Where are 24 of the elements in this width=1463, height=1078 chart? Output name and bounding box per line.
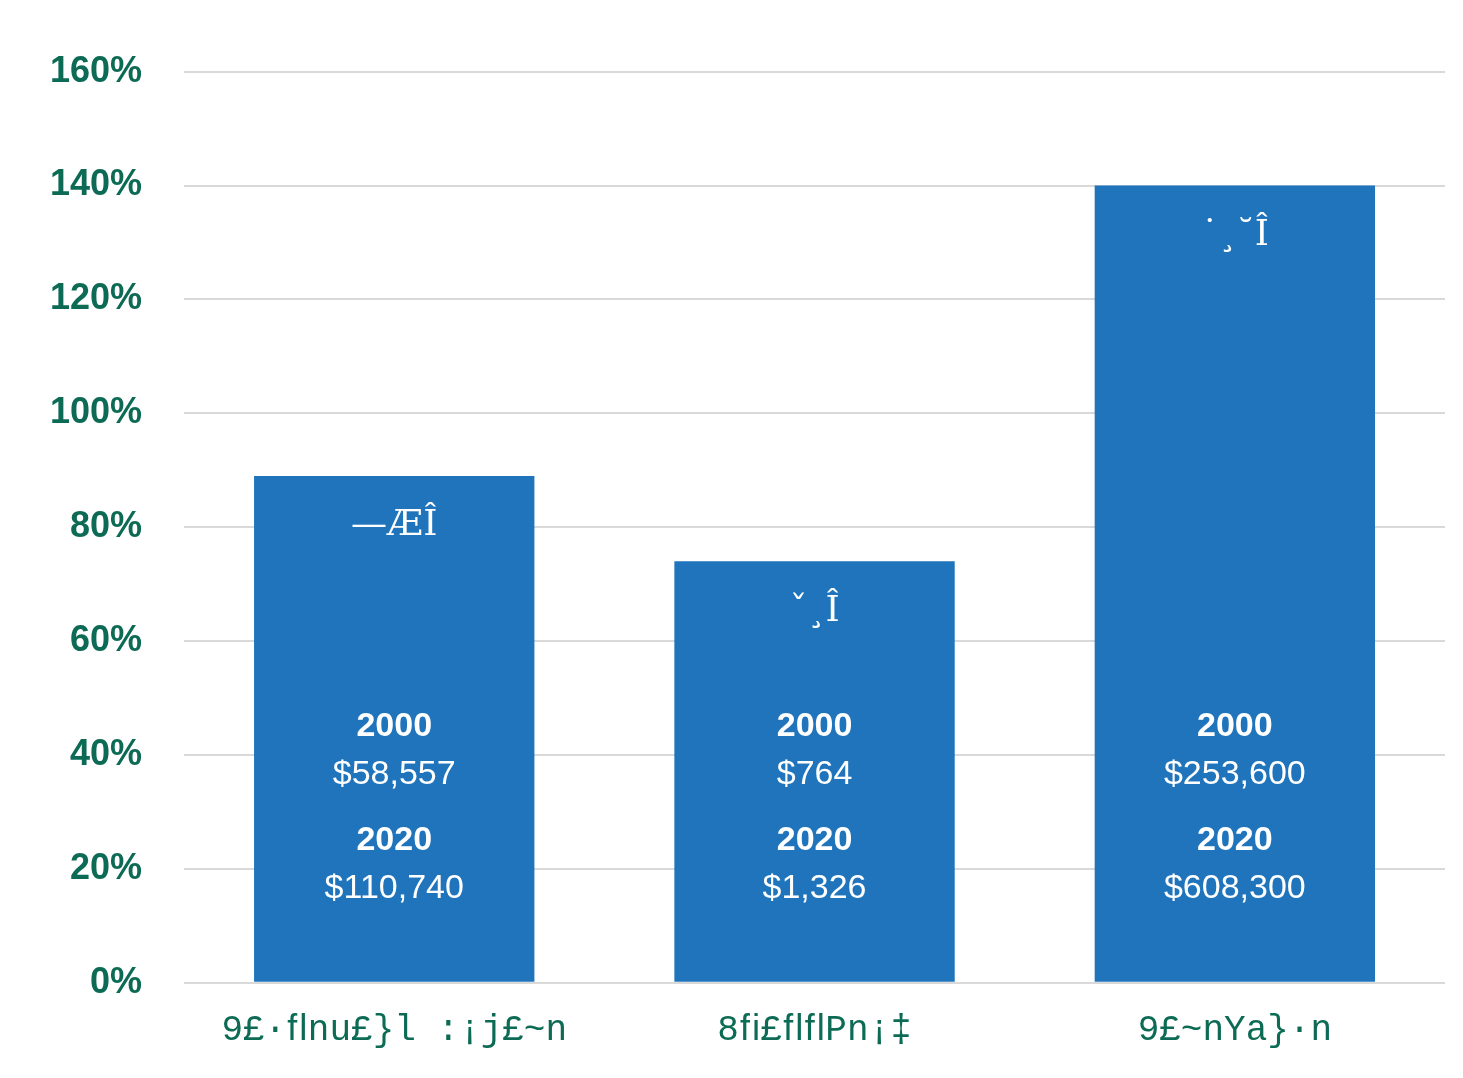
y-tick-label: 100% [50, 390, 143, 432]
annotation: 2000 $764 [776, 704, 853, 791]
data-label: ˙¸˘Î [1200, 211, 1269, 253]
bar [254, 475, 535, 982]
annotation: 2020 $110,740 [324, 818, 464, 905]
x-tick-label: 8ﬁ£ﬂﬂPn¡‡ [717, 1009, 912, 1051]
y-tick-label: 20% [70, 845, 143, 887]
data-label: —ÆÎ [351, 502, 438, 544]
data-label: ˇ¸Î [789, 587, 840, 629]
y-tick-label: 160% [50, 48, 143, 90]
annotation: 2000 $253,600 [1163, 704, 1306, 791]
annotation: 2020 $608,300 [1163, 818, 1306, 905]
y-tick-label: 40% [70, 731, 143, 773]
annotation: 2000 $58,557 [332, 704, 456, 791]
bar [1094, 185, 1376, 982]
y-tick-label: 140% [50, 162, 143, 204]
x-tick-label: 9£~nYa}·n [1137, 1009, 1333, 1051]
annotation: 2020 $1,326 [762, 818, 867, 905]
y-tick-label: 60% [70, 618, 143, 660]
y-tick-label: 80% [70, 504, 143, 546]
y-tick-label: 120% [50, 276, 143, 318]
x-tick-label: 9£·ﬂnu£}l :¡j£~n [221, 1009, 568, 1051]
y-tick-label: 0% [90, 959, 143, 1001]
bar [674, 561, 955, 982]
